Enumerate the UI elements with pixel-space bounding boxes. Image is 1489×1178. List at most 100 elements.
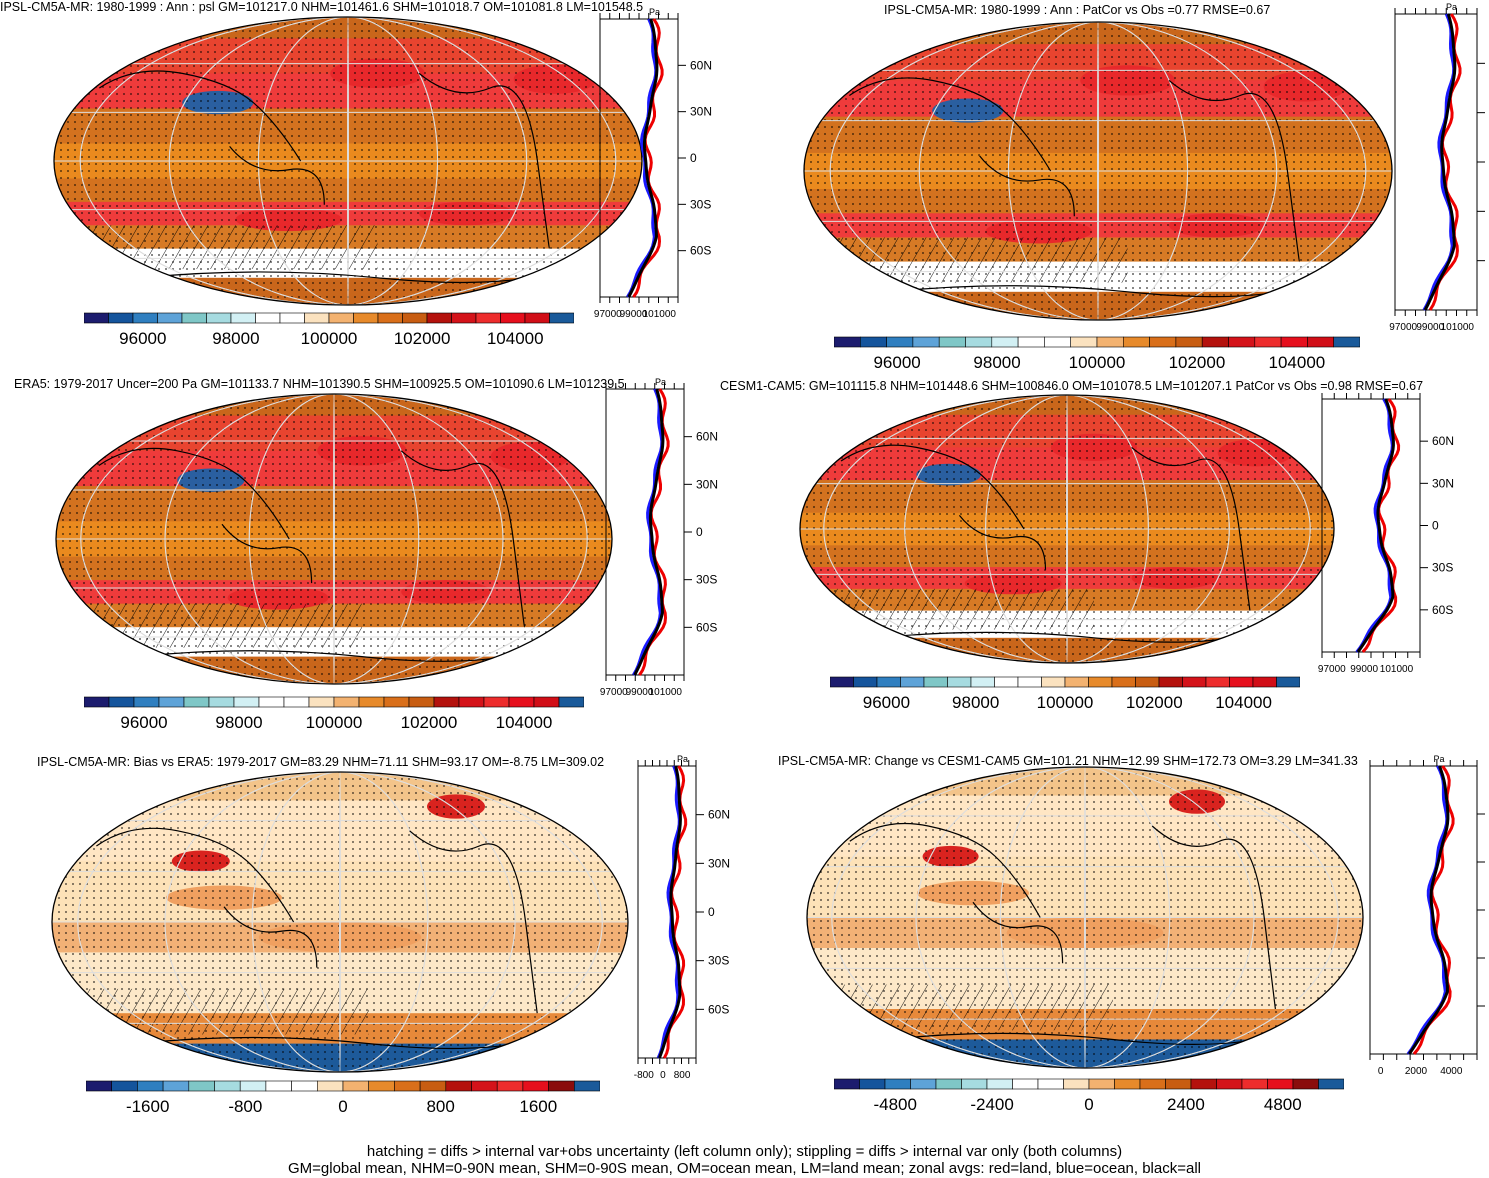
panel-title: CESM1-CAM5: GM=101115.8 NHM=101448.6 SHM… <box>720 379 1424 393</box>
colorbar-swatch <box>358 696 385 708</box>
zonal-latitude-label: 60S <box>690 244 711 258</box>
colorbar-swatch <box>859 1078 886 1090</box>
colorbar-swatch <box>230 312 256 324</box>
zonal-curve <box>633 388 665 676</box>
colorbar-label: 96000 <box>873 353 920 372</box>
colorbar-swatch <box>1063 1078 1090 1090</box>
colorbar-swatch <box>1041 676 1066 688</box>
colorbar-swatch <box>500 312 526 324</box>
colorbar-swatch <box>419 1080 447 1092</box>
colorbar-label: 100000 <box>301 329 358 348</box>
colorbar-swatch <box>111 1080 138 1092</box>
colorbar-swatch <box>524 312 550 324</box>
zonal-latitude-label: 0 <box>690 151 697 165</box>
world-map <box>53 16 643 306</box>
zonal-x-label: 99000 <box>1350 664 1378 675</box>
colorbar: 96000 98000 100000 102000 104000 <box>84 696 584 732</box>
zonal-average-plot: Pa 60N 30N 0 30S 60S -800 0 800 <box>634 754 730 1081</box>
colorbar-label: 104000 <box>487 329 544 348</box>
colorbar-swatch <box>859 336 887 348</box>
colorbar-swatch <box>483 696 510 708</box>
zonal-x-label: 97000 <box>600 687 628 698</box>
colorbar-swatch <box>333 696 360 708</box>
colorbar-swatch <box>162 1080 190 1092</box>
colorbar-swatch <box>445 1080 472 1092</box>
colorbar-swatch <box>886 336 914 348</box>
zonal-latitude-label: 60N <box>1432 434 1454 448</box>
colorbar-label: 104000 <box>1269 353 1326 372</box>
zonal-latitude-label: 30N <box>696 477 718 491</box>
colorbar-swatch <box>912 336 940 348</box>
colorbar-swatch <box>558 696 584 708</box>
colorbar-swatch <box>935 1078 962 1090</box>
colorbar-swatch <box>900 676 925 688</box>
zonal-latitude-label: 60N <box>696 430 718 444</box>
zonal-x-label: 4000 <box>1440 1066 1463 1077</box>
colorbar-swatch <box>1096 336 1124 348</box>
colorbar-swatch <box>1111 676 1136 688</box>
colorbar-swatch <box>1333 336 1360 348</box>
world-map <box>55 393 613 685</box>
colorbar-label: 96000 <box>120 713 167 732</box>
colorbar-swatch <box>573 1080 600 1092</box>
colorbar-swatch <box>1149 336 1177 348</box>
colorbar-swatch <box>408 696 435 708</box>
colorbar-swatch <box>328 312 354 324</box>
zonal-unit-label: Pa <box>649 7 660 17</box>
colorbar-swatch <box>1135 676 1160 688</box>
zonal-unit-label: Pa <box>1434 754 1445 764</box>
zonal-latitude-label: 60N <box>690 58 712 72</box>
colorbar-swatch <box>961 1078 988 1090</box>
colorbar-swatch <box>458 696 485 708</box>
zonal-curve <box>657 765 682 1059</box>
colorbar-swatch <box>258 696 285 708</box>
colorbar-label: 1600 <box>519 1097 557 1116</box>
colorbar-swatch <box>1307 336 1334 348</box>
colorbar-swatch <box>283 696 310 708</box>
colorbar-label: 96000 <box>119 329 166 348</box>
world-map <box>803 21 1393 321</box>
colorbar-swatch <box>1276 676 1300 688</box>
colorbar-swatch <box>1182 676 1207 688</box>
colorbar-swatch <box>970 676 995 688</box>
zonal-latitude-label: 30S <box>1432 561 1453 575</box>
colorbar-swatch <box>291 1080 318 1092</box>
zonal-latitude-label: 30S <box>690 197 711 211</box>
world-map <box>51 771 629 1073</box>
colorbar-swatch <box>255 312 281 324</box>
colorbar-swatch <box>1017 676 1042 688</box>
colorbar-swatch <box>1205 676 1230 688</box>
zonal-x-label: 99000 <box>1416 322 1444 333</box>
zonal-x-label: 101000 <box>649 687 683 698</box>
colorbar-swatch <box>353 312 379 324</box>
zonal-x-label: 101000 <box>1441 322 1475 333</box>
colorbar-swatch <box>426 312 452 324</box>
colorbar-swatch <box>394 1080 421 1092</box>
colorbar-label: 104000 <box>496 713 553 732</box>
zonal-x-label: 101000 <box>643 309 677 320</box>
colorbar: -4800 -2400 0 2400 4800 <box>834 1078 1344 1114</box>
colorbar-swatch <box>208 696 235 708</box>
colorbar-swatch <box>233 696 260 708</box>
colorbar-swatch <box>133 696 160 708</box>
colorbar-swatch <box>1064 676 1089 688</box>
colorbar-swatch <box>938 336 966 348</box>
colorbar-swatch <box>923 676 948 688</box>
colorbar-swatch <box>304 312 330 324</box>
zonal-latitude-label: 0 <box>1432 519 1439 533</box>
colorbar-swatch <box>834 1078 860 1090</box>
colorbar: 96000 98000 100000 102000 104000 <box>84 312 574 348</box>
colorbar-label: -2400 <box>970 1095 1013 1114</box>
colorbar-swatch <box>1241 1078 1268 1090</box>
colorbar-swatch <box>342 1080 370 1092</box>
colorbar-swatch <box>986 1078 1013 1090</box>
colorbar-swatch <box>947 676 972 688</box>
zonal-unit-label: Pa <box>655 377 666 387</box>
colorbar-label: 98000 <box>215 713 262 732</box>
colorbar-swatch <box>132 312 158 324</box>
colorbar-label: 98000 <box>212 329 259 348</box>
zonal-x-label: 101000 <box>1380 664 1414 675</box>
zonal-latitude-label: 60S <box>696 620 717 634</box>
colorbar-swatch <box>214 1080 241 1092</box>
